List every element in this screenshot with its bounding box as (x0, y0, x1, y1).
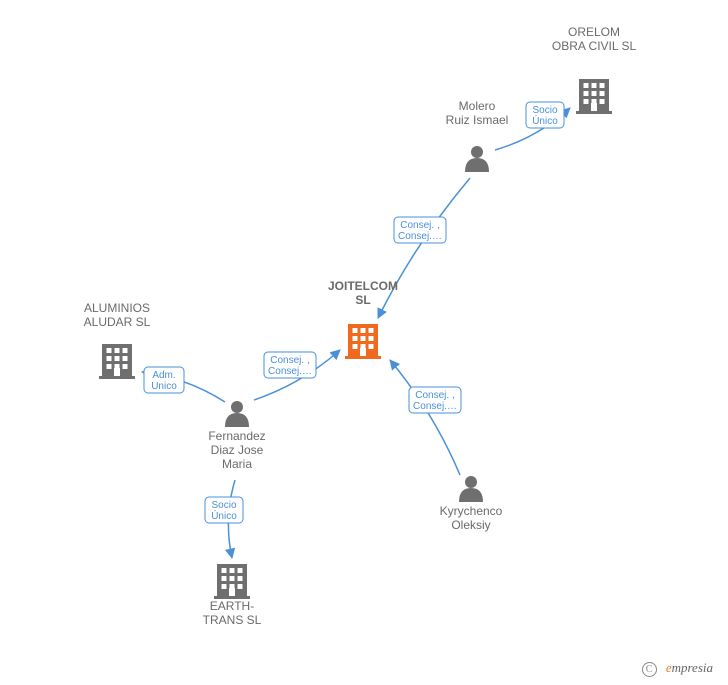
node-label: ALUDAR SL (84, 315, 151, 329)
node-label: EARTH- (210, 599, 254, 613)
svg-text:Unico: Unico (151, 381, 177, 392)
node-label: JOITELCOM (328, 279, 398, 293)
svg-text:Único: Único (211, 509, 237, 522)
node-aluminios[interactable]: ALUMINIOSALUDAR SL (84, 301, 151, 379)
svg-text:Único: Único (532, 114, 558, 127)
node-orelom[interactable]: ORELOMOBRA CIVIL SL (552, 25, 637, 114)
node-label: TRANS SL (203, 613, 262, 627)
node-label: ORELOM (568, 25, 620, 39)
edge-label-molero-joitelcom[interactable]: Consej. ,Consej.… (394, 217, 446, 243)
node-label: SL (355, 293, 370, 307)
edge-label-fernandez-earth[interactable]: SocioÚnico (205, 497, 243, 523)
svg-text:Consej.…: Consej.… (413, 401, 457, 412)
edge-label-fernandez-joitelcom[interactable]: Consej. ,Consej.… (264, 352, 316, 378)
copyright-icon: C (642, 662, 657, 677)
node-fernandez[interactable]: FernandezDiaz JoseMaria (208, 401, 265, 471)
node-label: Fernandez (208, 429, 265, 443)
edge-label-fernandez-aluminios[interactable]: Adm.Unico (144, 367, 184, 393)
edge-kyry-joitelcom (390, 360, 460, 475)
node-label: ALUMINIOS (84, 301, 150, 315)
network-diagram: SocioÚnicoConsej. ,Consej.…Adm.UnicoCons… (0, 0, 728, 685)
node-kyry[interactable]: KyrychencoOleksiy (440, 476, 503, 532)
svg-text:Adm.: Adm. (152, 370, 175, 381)
node-label: Diaz Jose (211, 443, 264, 457)
svg-text:Socio: Socio (532, 105, 557, 116)
node-earth[interactable]: EARTH-TRANS SL (203, 564, 262, 627)
edge-molero-joitelcom (378, 178, 470, 318)
node-label: Kyrychenco (440, 504, 503, 518)
node-molero[interactable]: MoleroRuiz Ismael (446, 99, 509, 172)
node-label: Maria (222, 457, 252, 471)
svg-text:Consej. ,: Consej. , (270, 355, 309, 366)
edge-label-kyry-joitelcom[interactable]: Consej. ,Consej.… (409, 387, 461, 413)
node-joitelcom[interactable]: JOITELCOMSL (328, 279, 398, 359)
node-label: Ruiz Ismael (446, 113, 509, 127)
brand-rest: mpresia (672, 660, 713, 675)
svg-text:Consej. ,: Consej. , (400, 220, 439, 231)
edge-label-molero-orelom[interactable]: SocioÚnico (526, 102, 564, 128)
svg-text:Consej.…: Consej.… (268, 366, 312, 377)
svg-text:Consej. ,: Consej. , (415, 390, 454, 401)
node-label: OBRA CIVIL SL (552, 39, 637, 53)
node-label: Molero (459, 99, 496, 113)
footer-attribution: C empresia (642, 660, 713, 677)
node-label: Oleksiy (451, 518, 490, 532)
svg-text:Consej.…: Consej.… (398, 231, 442, 242)
svg-text:Socio: Socio (211, 500, 236, 511)
